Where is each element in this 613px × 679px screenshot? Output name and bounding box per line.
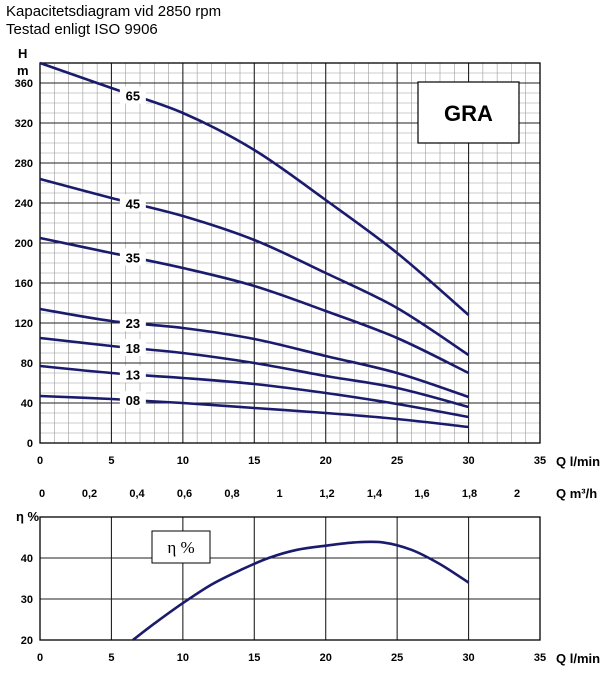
efficiency-curve-line	[132, 540, 470, 642]
chart-title: Kapacitetsdiagram vid 2850 rpm	[6, 3, 222, 20]
head-curve-45	[39, 177, 470, 357]
flow-m3h-tick-label: 0,4	[129, 488, 145, 500]
head-y-tick-label: 240	[15, 198, 33, 210]
flow-m3h-axis-label: Q m³/h	[556, 486, 597, 501]
efficiency-axis-label: η %	[16, 509, 40, 524]
head-curve-65	[39, 61, 470, 316]
flow-x-tick-label: 25	[391, 455, 403, 467]
flow-x-tick-label: 30	[462, 455, 474, 467]
head-curve-label-bg	[119, 194, 146, 212]
efficiency-x-tick-label: 10	[177, 652, 189, 664]
model-label: GRA	[444, 101, 493, 126]
head-curve-23	[39, 307, 470, 399]
efficiency-x-tick-label: 35	[534, 652, 546, 664]
efficiency-y-tick-label: 30	[21, 594, 33, 606]
efficiency-tick-labels: 20 30 40 0 5 10 15 20 25 30 35	[21, 553, 546, 664]
head-y-tick-label: 360	[15, 78, 33, 90]
efficiency-curve	[132, 540, 470, 642]
head-curve-label-bg	[119, 314, 146, 332]
head-curve-label-bg	[119, 391, 146, 409]
flow-x-tick-label: 15	[248, 455, 260, 467]
flow-x-tick-label: 10	[177, 455, 189, 467]
efficiency-y-tick-label: 20	[21, 635, 33, 647]
flow-m3h-tick-label: 0	[39, 488, 45, 500]
flow-x-tick-label: 0	[37, 455, 43, 467]
head-curve-18	[39, 336, 469, 409]
head-curve-label-bg	[119, 339, 146, 357]
efficiency-legend-box	[151, 530, 211, 564]
flow-m3h-tick-label: 1,4	[367, 488, 383, 500]
head-curves: 65 45 35 23 18 13 08	[39, 61, 470, 429]
efficiency-x-tick-label: 5	[108, 652, 114, 664]
head-y-tick-label: 280	[15, 158, 33, 170]
efficiency-x-tick-label: 0	[37, 652, 43, 664]
head-axis-label-unit: m	[17, 63, 29, 78]
head-curve-label-bg	[119, 86, 146, 104]
flow-m3h-tick-label: 1,6	[414, 488, 429, 500]
head-curve-label-45: 45	[126, 196, 140, 211]
flow-m3h-tick-label: 2	[514, 488, 520, 500]
head-y-tick-label: 120	[15, 318, 33, 330]
flow-m3h-tick-label: 0,2	[82, 488, 97, 500]
efficiency-grid	[39, 516, 541, 641]
flow-m3h-tick-label: 0,6	[177, 488, 192, 500]
flow-m3h-tick-label: 1	[276, 488, 282, 500]
efficiency-x-tick-label: 30	[462, 652, 474, 664]
efficiency-x-tick-label: 20	[320, 652, 332, 664]
head-curve-label-35: 35	[126, 251, 140, 266]
head-curve-13	[39, 364, 469, 419]
efficiency-x-tick-label: 25	[391, 652, 403, 664]
head-curve-label-18: 18	[126, 341, 140, 356]
head-curve-08	[39, 394, 469, 429]
head-curve-label-23: 23	[126, 316, 140, 331]
head-curve-label-bg	[119, 365, 146, 383]
flow-x-tick-label: 20	[320, 455, 332, 467]
head-y-tick-label: 40	[21, 398, 33, 410]
efficiency-x-tick-label: 15	[248, 652, 260, 664]
flow-m3h-tick-label: 1,8	[462, 488, 477, 500]
head-y-tick-label: 200	[15, 238, 33, 250]
head-curve-label-bg	[119, 248, 146, 266]
head-curve-label-08: 08	[126, 393, 140, 408]
flow-axis-label-top: Q l/min	[556, 454, 600, 469]
flow-x-tick-label: 35	[534, 455, 546, 467]
head-curve-label-65: 65	[126, 89, 140, 104]
head-curve-35	[39, 236, 470, 375]
head-curve-label-13: 13	[126, 368, 140, 383]
head-y-tick-label: 80	[21, 358, 33, 370]
efficiency-plot-frame	[39, 516, 541, 641]
head-y-tick-label: 160	[15, 278, 33, 290]
flow-axis-label-bottom: Q l/min	[556, 651, 600, 666]
model-box	[417, 81, 520, 144]
efficiency-y-tick-label: 40	[21, 553, 33, 565]
head-y-tick-label: 320	[15, 118, 33, 130]
flow-m3h-tick-label: 1,2	[319, 488, 334, 500]
flow-x-tick-label: 5	[108, 455, 114, 467]
flow-m3h-tick-label: 0,8	[224, 488, 239, 500]
efficiency-legend-label: η %	[167, 538, 194, 557]
head-plot-frame	[39, 62, 541, 444]
head-y-tick-label: 0	[27, 438, 33, 450]
chart-subtitle: Testad enligt ISO 9906	[6, 21, 158, 38]
head-axis-label-h: H	[18, 46, 27, 61]
